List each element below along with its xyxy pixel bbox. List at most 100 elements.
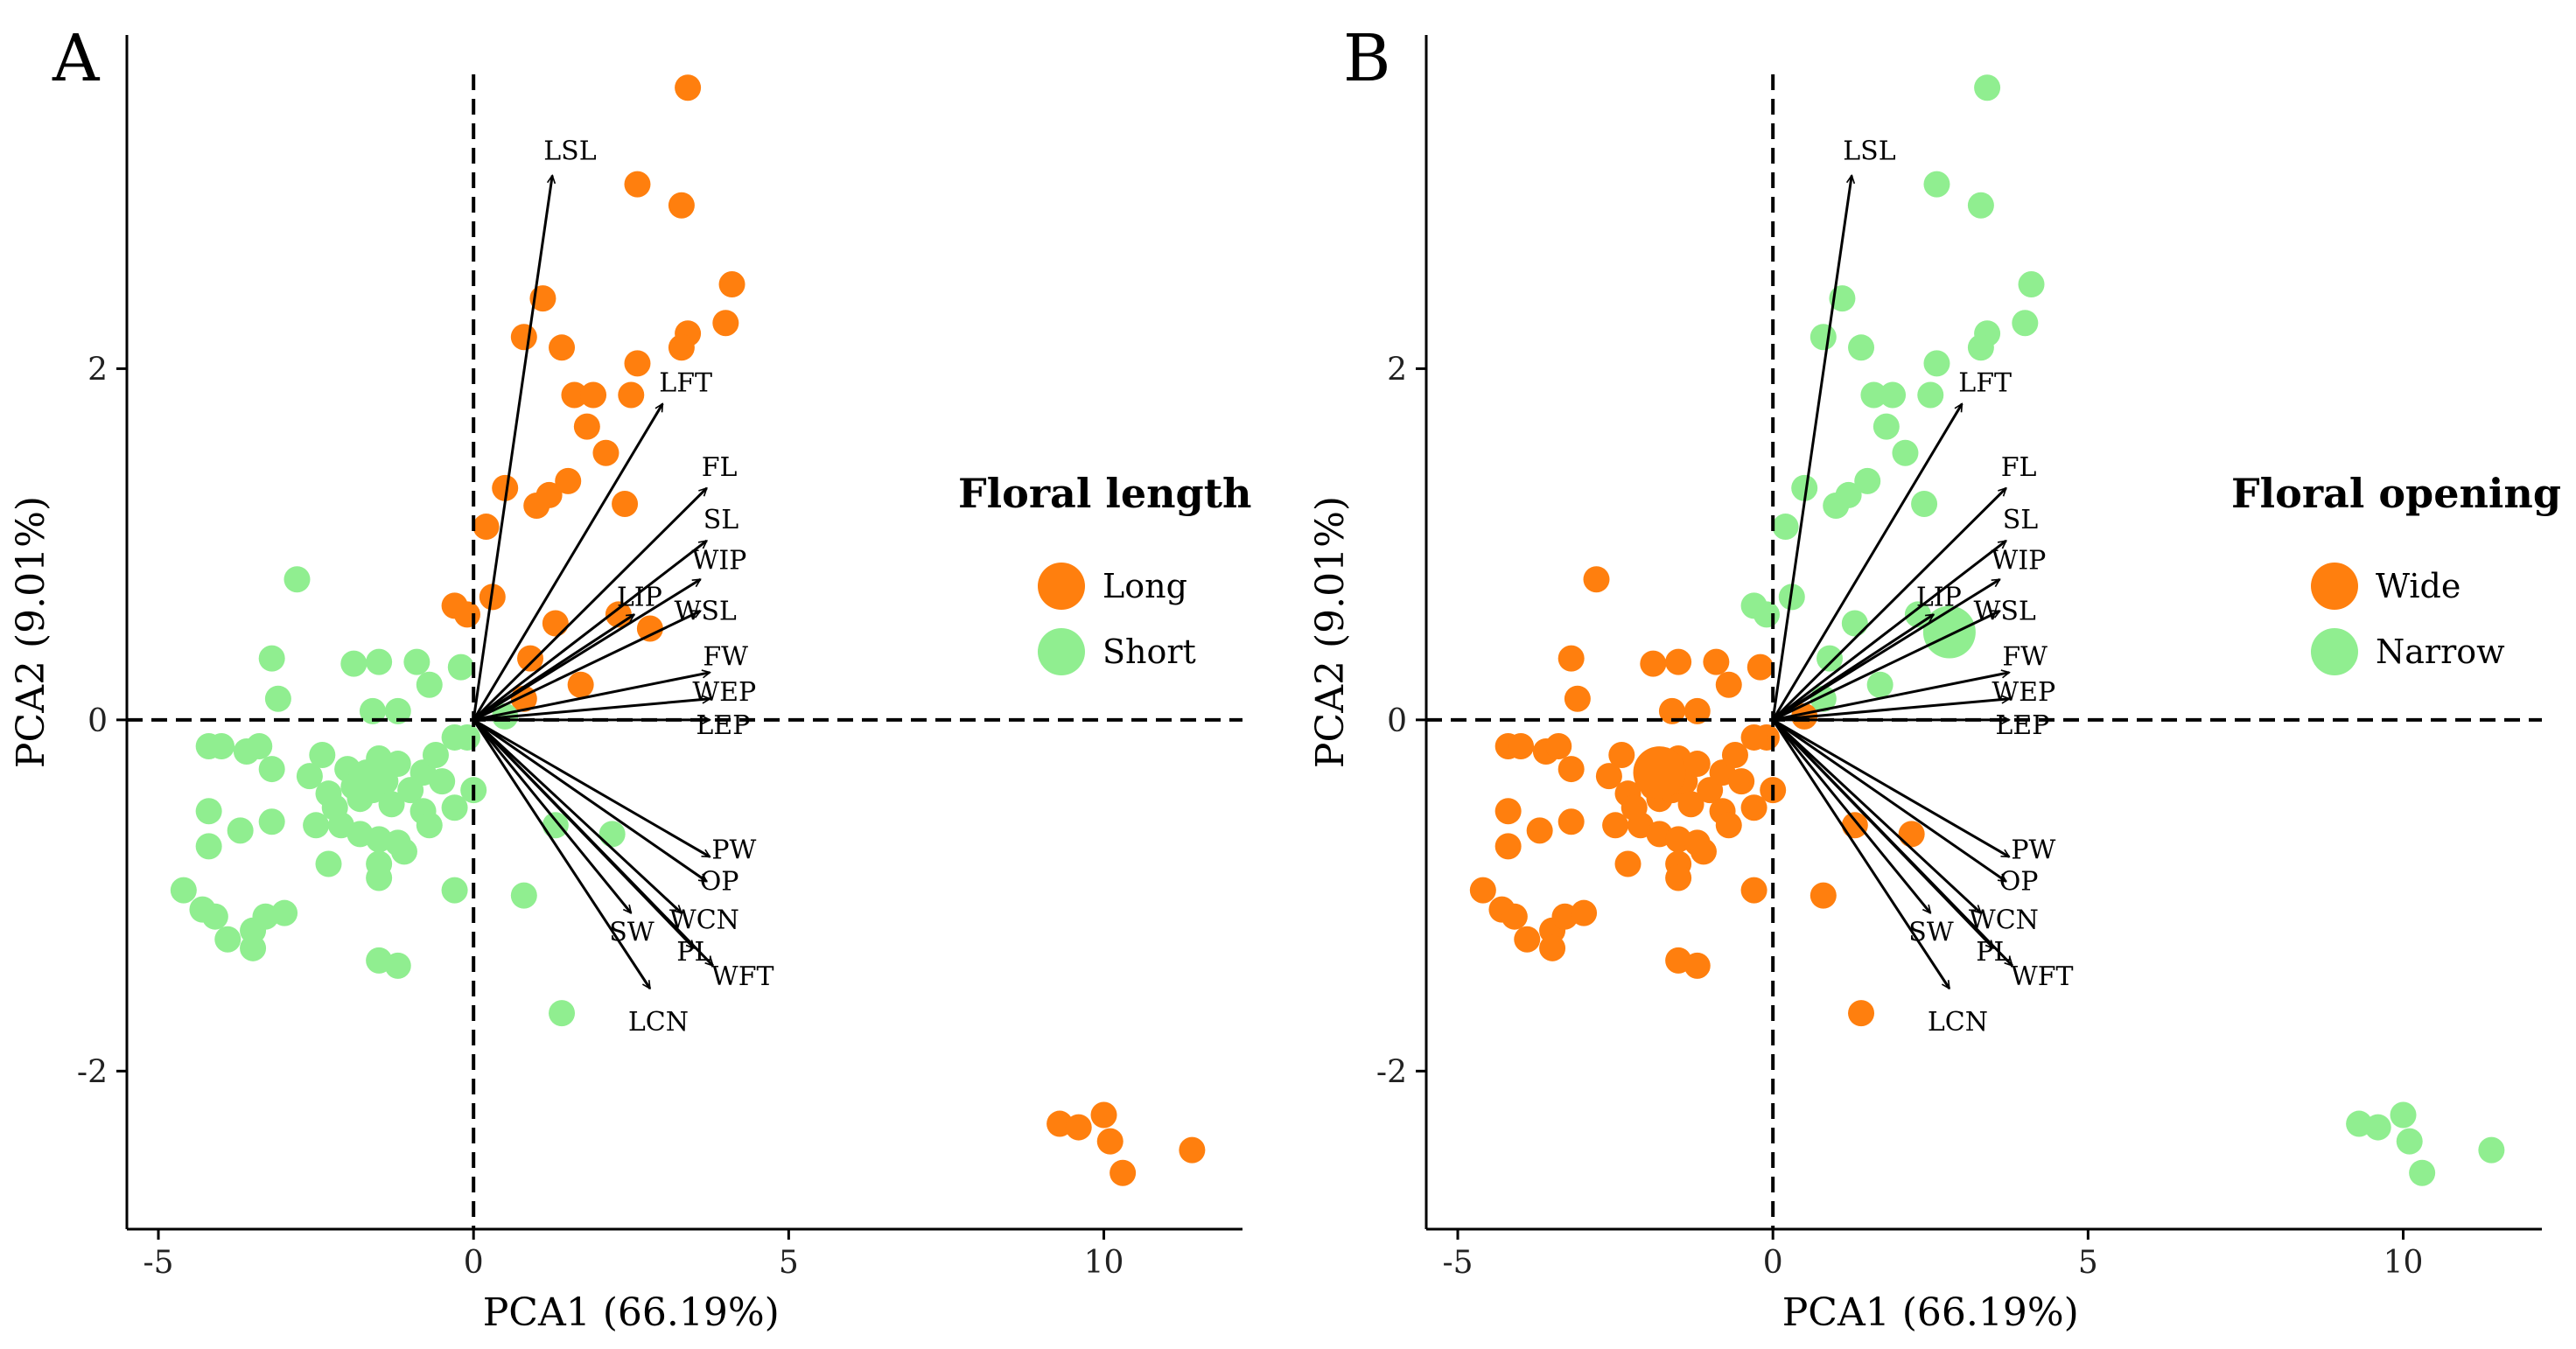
data-point	[258, 808, 285, 835]
loading-arrow-op	[472, 718, 707, 883]
data-point	[1684, 751, 1711, 778]
loading-label-lep: LEP	[696, 710, 750, 741]
data-point	[1508, 732, 1535, 759]
data-point	[208, 732, 235, 759]
data-point	[1065, 1114, 1092, 1141]
data-point	[1740, 794, 1768, 821]
data-point	[1703, 648, 1730, 675]
data-point	[624, 350, 651, 377]
data-point	[1469, 877, 1496, 904]
data-point	[2409, 1159, 2436, 1186]
legend-label-long: Long	[1102, 567, 1187, 605]
data-point	[592, 439, 620, 466]
data-point	[1096, 1128, 1124, 1155]
x-tick-label: -5	[143, 1245, 173, 1281]
data-point	[561, 381, 588, 409]
data-point	[201, 903, 228, 930]
loading-arrow-wft	[1772, 718, 2012, 966]
y-tick-label: 0	[1387, 703, 1407, 739]
data-point	[214, 926, 242, 953]
data-point	[384, 751, 411, 778]
loading-arrow-pw	[472, 718, 710, 858]
data-point	[1583, 566, 1610, 593]
data-point	[441, 723, 468, 751]
loading-label-lft: LFT	[659, 368, 712, 399]
loading-label-fl: FL	[702, 452, 738, 483]
data-point	[1090, 1101, 1117, 1129]
panel-a-points	[170, 74, 1206, 1186]
loading-arrow-wep	[473, 699, 710, 722]
loading-label-fl: FL	[2001, 452, 2037, 483]
data-point	[1595, 763, 1622, 790]
group-centroid-point	[1633, 746, 1686, 800]
legend-swatch-short	[1038, 628, 1085, 675]
loading-arrow-sl	[472, 539, 707, 722]
data-point	[668, 334, 695, 361]
y-tick-label: 2	[1387, 352, 1407, 388]
loading-label-sl: SL	[704, 505, 739, 535]
loading-label-sw: SW	[609, 918, 654, 948]
data-point	[1880, 381, 1907, 409]
data-point	[441, 877, 468, 904]
panel-a-y-axis-title: PCA2 (9.01%)	[9, 496, 53, 768]
loading-arrow-wsl	[472, 610, 700, 722]
legend-label-short: Short	[1102, 633, 1196, 671]
loading-label-sl: SL	[2003, 505, 2039, 535]
x-tick-label: 5	[779, 1245, 799, 1281]
data-point	[1772, 514, 1799, 541]
data-point	[1923, 350, 1950, 377]
loading-label-op: OP	[1999, 867, 2039, 898]
loading-label-lft: LFT	[1958, 368, 2012, 399]
data-point	[422, 742, 449, 769]
panel-b-legend: Floral opening Wide Narrow	[2231, 470, 2561, 675]
data-point	[1640, 650, 1667, 677]
loading-label-lep: LEP	[1995, 710, 2049, 741]
data-point	[549, 1000, 576, 1027]
x-tick-label: 10	[1084, 1245, 1124, 1281]
data-point	[1923, 171, 1950, 198]
panel-b-x-axis-title: PCA1 (66.19%)	[1782, 1290, 2079, 1335]
loading-label-wsl: WSL	[1974, 596, 2036, 626]
data-point	[1514, 926, 1541, 953]
data-point	[1608, 742, 1635, 769]
data-point	[612, 490, 639, 517]
data-point	[303, 812, 330, 839]
data-point	[1872, 413, 1900, 440]
legend-swatch-narrow	[2311, 628, 2358, 675]
loading-label-pw: PW	[2011, 835, 2055, 865]
data-point	[1684, 952, 1711, 979]
data-point	[1690, 838, 1717, 865]
loading-arrow-lsl	[1771, 176, 1852, 721]
data-point	[573, 413, 600, 440]
data-point	[636, 615, 663, 642]
data-point	[1665, 864, 1692, 891]
data-point	[340, 650, 368, 677]
loading-arrow-wcn	[1772, 718, 1981, 913]
data-point	[384, 952, 411, 979]
data-point	[403, 648, 430, 675]
data-point	[549, 334, 576, 361]
panel-b-legend-title: Floral opening	[2231, 470, 2561, 517]
x-tick-label: -5	[1442, 1245, 1473, 1281]
data-point	[296, 763, 323, 790]
loading-label-op: OP	[700, 867, 739, 898]
data-point	[1892, 439, 1919, 466]
loading-arrow-fw	[1772, 673, 2009, 722]
data-point	[195, 798, 222, 825]
data-point	[1684, 697, 1711, 724]
data-point	[1494, 798, 1522, 825]
legend-swatch-wide	[2311, 563, 2358, 610]
data-point	[258, 756, 285, 783]
loading-arrow-pw	[1772, 718, 2009, 858]
data-point	[492, 474, 519, 501]
data-point	[580, 381, 607, 409]
y-tick-label: 0	[88, 703, 108, 739]
data-point	[258, 645, 285, 672]
panel-b-letter: B	[1343, 21, 1390, 96]
data-point	[271, 899, 298, 926]
panel-a-letter: A	[52, 21, 101, 96]
y-tick-label: -2	[77, 1054, 108, 1090]
data-point	[542, 610, 569, 637]
loading-arrow-lcn	[472, 719, 652, 989]
data-point	[1558, 645, 1585, 672]
